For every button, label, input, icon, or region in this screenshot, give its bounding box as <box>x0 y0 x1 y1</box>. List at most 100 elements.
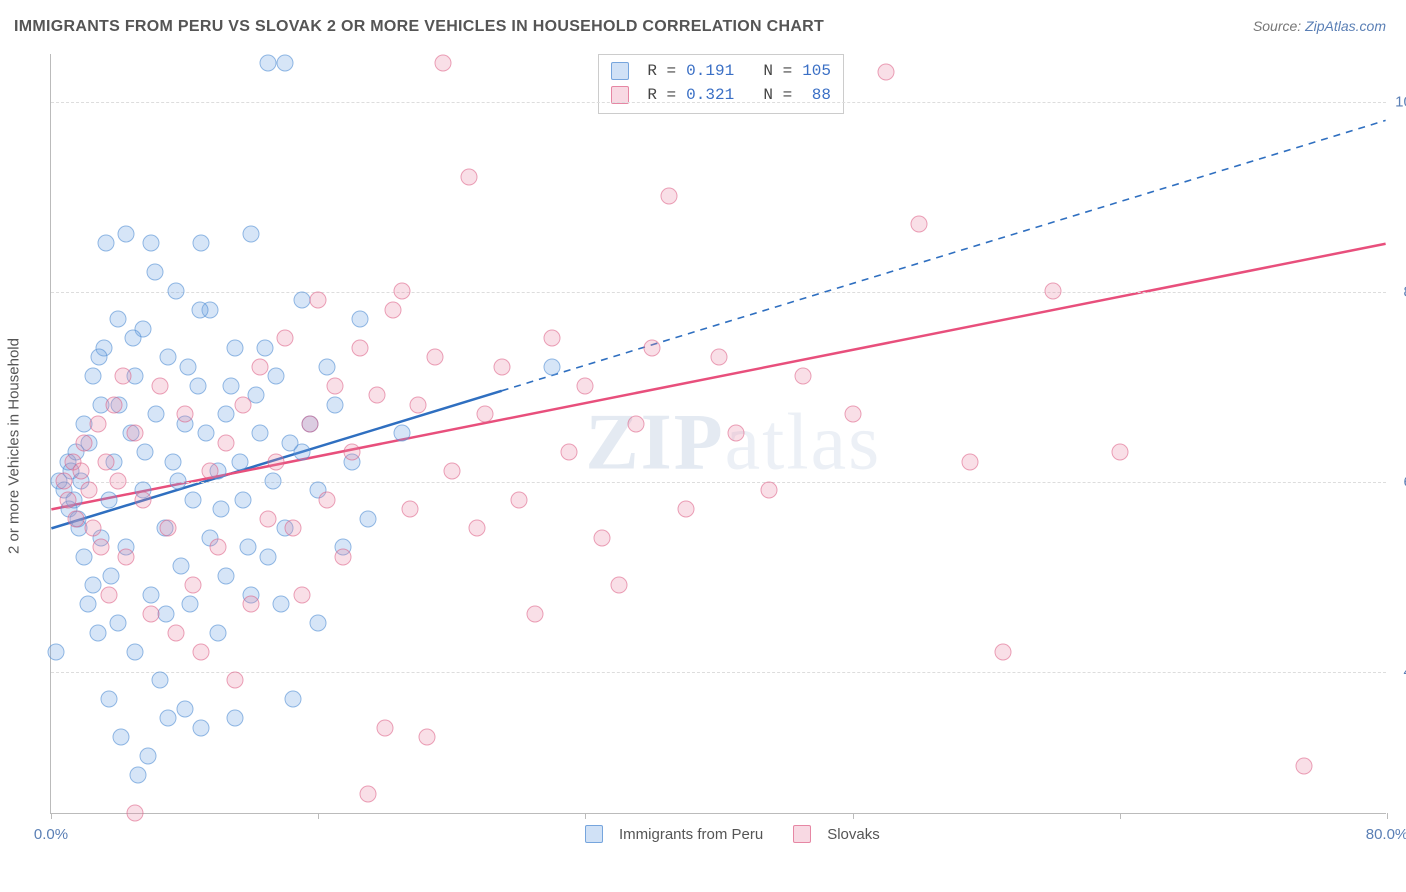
data-point[interactable] <box>377 719 394 736</box>
data-point[interactable] <box>73 463 90 480</box>
data-point[interactable] <box>260 548 277 565</box>
data-point[interactable] <box>129 767 146 784</box>
data-point[interactable] <box>84 577 101 594</box>
legend-item-b[interactable]: Slovaks <box>793 825 880 843</box>
data-point[interactable] <box>351 311 368 328</box>
data-point[interactable] <box>113 729 130 746</box>
data-point[interactable] <box>146 263 163 280</box>
data-point[interactable] <box>159 520 176 537</box>
data-point[interactable] <box>610 577 627 594</box>
data-point[interactable] <box>109 472 126 489</box>
data-point[interactable] <box>577 377 594 394</box>
data-point[interactable] <box>136 444 153 461</box>
data-point[interactable] <box>335 548 352 565</box>
data-point[interactable] <box>251 358 268 375</box>
data-point[interactable] <box>168 624 185 641</box>
data-point[interactable] <box>343 444 360 461</box>
data-point[interactable] <box>794 368 811 385</box>
data-point[interactable] <box>179 358 196 375</box>
data-point[interactable] <box>761 482 778 499</box>
data-point[interactable] <box>103 567 120 584</box>
data-point[interactable] <box>273 596 290 613</box>
data-point[interactable] <box>544 330 561 347</box>
data-point[interactable] <box>393 282 410 299</box>
data-point[interactable] <box>101 491 118 508</box>
data-point[interactable] <box>418 729 435 746</box>
data-point[interactable] <box>468 520 485 537</box>
data-point[interactable] <box>193 235 210 252</box>
data-point[interactable] <box>326 396 343 413</box>
data-point[interactable] <box>226 672 243 689</box>
data-point[interactable] <box>994 643 1011 660</box>
data-point[interactable] <box>164 453 181 470</box>
data-point[interactable] <box>68 510 85 527</box>
data-point[interactable] <box>48 643 65 660</box>
data-point[interactable] <box>326 377 343 394</box>
data-point[interactable] <box>193 719 210 736</box>
data-point[interactable] <box>235 491 252 508</box>
data-point[interactable] <box>213 501 230 518</box>
data-point[interactable] <box>460 168 477 185</box>
data-point[interactable] <box>176 700 193 717</box>
data-point[interactable] <box>93 539 110 556</box>
data-point[interactable] <box>98 453 115 470</box>
data-point[interactable] <box>268 453 285 470</box>
data-point[interactable] <box>101 691 118 708</box>
data-point[interactable] <box>368 387 385 404</box>
data-point[interactable] <box>427 349 444 366</box>
data-point[interactable] <box>89 624 106 641</box>
data-point[interactable] <box>126 425 143 442</box>
data-point[interactable] <box>293 586 310 603</box>
data-point[interactable] <box>158 605 175 622</box>
data-point[interactable] <box>911 216 928 233</box>
data-point[interactable] <box>711 349 728 366</box>
data-point[interactable] <box>106 396 123 413</box>
data-point[interactable] <box>235 396 252 413</box>
data-point[interactable] <box>527 605 544 622</box>
source-link[interactable]: ZipAtlas.com <box>1305 18 1386 34</box>
data-point[interactable] <box>544 358 561 375</box>
data-point[interactable] <box>644 339 661 356</box>
data-point[interactable] <box>961 453 978 470</box>
data-point[interactable] <box>627 415 644 432</box>
data-point[interactable] <box>402 501 419 518</box>
data-point[interactable] <box>393 425 410 442</box>
data-point[interactable] <box>84 520 101 537</box>
data-point[interactable] <box>84 368 101 385</box>
data-point[interactable] <box>660 187 677 204</box>
data-point[interactable] <box>89 415 106 432</box>
data-point[interactable] <box>218 567 235 584</box>
data-point[interactable] <box>91 349 108 366</box>
data-point[interactable] <box>76 548 93 565</box>
data-point[interactable] <box>385 301 402 318</box>
data-point[interactable] <box>59 491 76 508</box>
data-point[interactable] <box>118 548 135 565</box>
data-point[interactable] <box>276 54 293 71</box>
data-point[interactable] <box>510 491 527 508</box>
data-point[interactable] <box>293 292 310 309</box>
data-point[interactable] <box>148 406 165 423</box>
data-point[interactable] <box>285 520 302 537</box>
data-point[interactable] <box>198 425 215 442</box>
data-point[interactable] <box>285 691 302 708</box>
data-point[interactable] <box>260 510 277 527</box>
data-point[interactable] <box>218 406 235 423</box>
data-point[interactable] <box>184 577 201 594</box>
data-point[interactable] <box>265 472 282 489</box>
data-point[interactable] <box>410 396 427 413</box>
data-point[interactable] <box>210 539 227 556</box>
data-point[interactable] <box>251 425 268 442</box>
data-point[interactable] <box>98 235 115 252</box>
data-point[interactable] <box>101 586 118 603</box>
data-point[interactable] <box>189 377 206 394</box>
data-point[interactable] <box>56 472 73 489</box>
data-point[interactable] <box>76 434 93 451</box>
data-point[interactable] <box>240 539 257 556</box>
data-point[interactable] <box>143 586 160 603</box>
data-point[interactable] <box>114 368 131 385</box>
data-point[interactable] <box>256 339 273 356</box>
data-point[interactable] <box>1295 757 1312 774</box>
data-point[interactable] <box>310 615 327 632</box>
data-point[interactable] <box>139 748 156 765</box>
data-point[interactable] <box>560 444 577 461</box>
